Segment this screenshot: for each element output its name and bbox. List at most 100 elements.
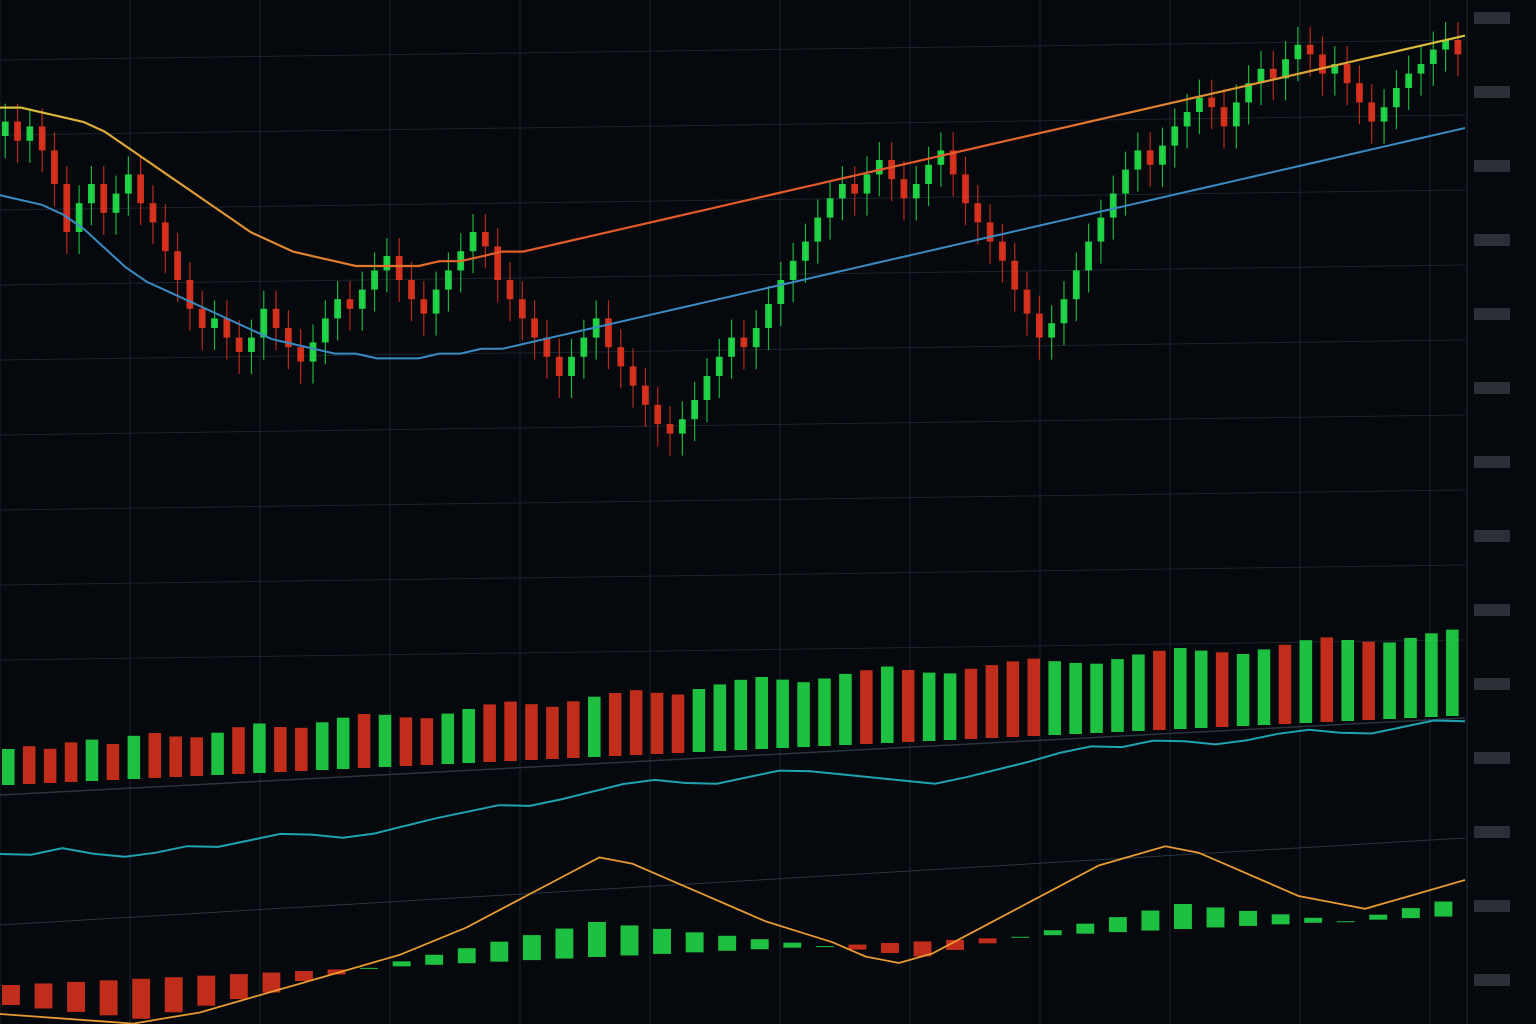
candle-body (1319, 54, 1326, 74)
candle-body (14, 121, 21, 141)
candle-body (666, 424, 674, 434)
volume-bar (190, 737, 203, 776)
volume-bar (1383, 642, 1396, 719)
macd-hist-bar (848, 944, 867, 950)
macd-hist-bar (425, 954, 444, 965)
candle-body (186, 280, 194, 309)
volume-bar (64, 742, 78, 782)
axis-tick-label-placeholder (1474, 308, 1510, 320)
volume-bar (1236, 654, 1250, 726)
candle-body (1159, 145, 1166, 165)
volume-bar (295, 727, 308, 771)
macd-hist-bar (99, 980, 118, 1016)
candle-body (198, 308, 206, 328)
axis-tick-label-placeholder (1474, 234, 1510, 246)
macd-hist-bar (1271, 914, 1290, 925)
volume-bar (420, 718, 434, 765)
candle-body (580, 337, 588, 357)
candle-body (223, 318, 231, 338)
volume-bar (399, 717, 413, 766)
axis-tick-label-placeholder (1474, 160, 1510, 172)
candle-body (789, 260, 797, 280)
grid-line-horizontal (0, 39, 1466, 61)
macd-hist-bar (34, 983, 53, 1009)
candle-body (38, 126, 46, 151)
macd-hist-bar (1304, 917, 1323, 923)
candle-body (715, 356, 723, 376)
candle-body (518, 299, 526, 319)
axis-tick-label-placeholder (1474, 974, 1510, 986)
candle-body (1417, 64, 1425, 74)
volume-bar (608, 693, 622, 756)
macd-hist-bar (555, 928, 574, 959)
grid-line-horizontal (0, 414, 1466, 436)
candle-body (1343, 64, 1351, 84)
macd-hist-bar (490, 941, 509, 962)
chart-grid (0, 0, 1466, 1024)
macd-hist-bar (1401, 908, 1420, 919)
volume-bar (1194, 650, 1208, 728)
candle-body (309, 342, 317, 362)
candle-body (752, 328, 760, 348)
candle-body (1196, 97, 1203, 112)
candle-body (1, 121, 9, 136)
grid-line-horizontal (0, 114, 1466, 136)
macd-hist-bar (881, 943, 899, 953)
candle-body (1442, 40, 1449, 50)
volume-bar (525, 704, 538, 760)
candle-body (900, 179, 908, 199)
candle-body (678, 419, 686, 434)
macd-hist-bar (913, 941, 932, 957)
volume-bar (274, 727, 287, 772)
candle-body (654, 404, 662, 424)
candle-body (112, 193, 120, 213)
volume-bar (901, 670, 915, 742)
volume-bar (1257, 649, 1271, 725)
moving-average-long-line (0, 34, 1466, 268)
candle-body (1060, 299, 1068, 324)
axis-tick-label-placeholder (1474, 900, 1510, 912)
oscillator-line (0, 719, 1466, 858)
volume-bar (1048, 661, 1061, 735)
volume-bar (818, 678, 831, 746)
volume-bar (315, 722, 329, 770)
macd-hist-bar (783, 942, 802, 948)
candle-body (1048, 323, 1056, 338)
candle-body (26, 126, 34, 141)
volume-bar (964, 668, 978, 739)
volume-bar (985, 665, 999, 738)
candle-body (137, 174, 145, 204)
macd-hist-bar (978, 938, 997, 944)
macd-hist-bar (653, 928, 672, 954)
candle-body (1257, 68, 1265, 84)
candle-body (383, 256, 391, 271)
candle-body (371, 270, 378, 290)
candle-body (740, 337, 748, 348)
macd-histogram (2, 901, 1453, 1019)
macd-hist-bar (457, 948, 476, 964)
price-panel (0, 22, 1466, 456)
macd-hist-bar (197, 975, 216, 1006)
volume-bar (881, 666, 894, 743)
volume-bar (588, 696, 601, 757)
grid-line-horizontal (0, 264, 1466, 286)
candle-body (703, 376, 711, 400)
candle-body (568, 356, 575, 376)
candle-body (346, 299, 354, 309)
macd-hist-bar (1141, 910, 1160, 931)
macd-hist-bar (815, 946, 834, 948)
candle-body (284, 328, 292, 348)
candle-body (1171, 126, 1179, 146)
candle-body (531, 318, 538, 338)
candle-body (445, 270, 452, 290)
candle-body (297, 347, 305, 362)
candle-body (334, 299, 342, 319)
candle-body (100, 184, 108, 213)
candle-body (248, 337, 255, 352)
volume-bar (85, 739, 99, 781)
macd-hist-bar (588, 922, 606, 957)
candle-body (826, 198, 834, 218)
candle-body (149, 203, 157, 223)
candle-body (469, 232, 477, 252)
candle-body (1454, 40, 1462, 55)
